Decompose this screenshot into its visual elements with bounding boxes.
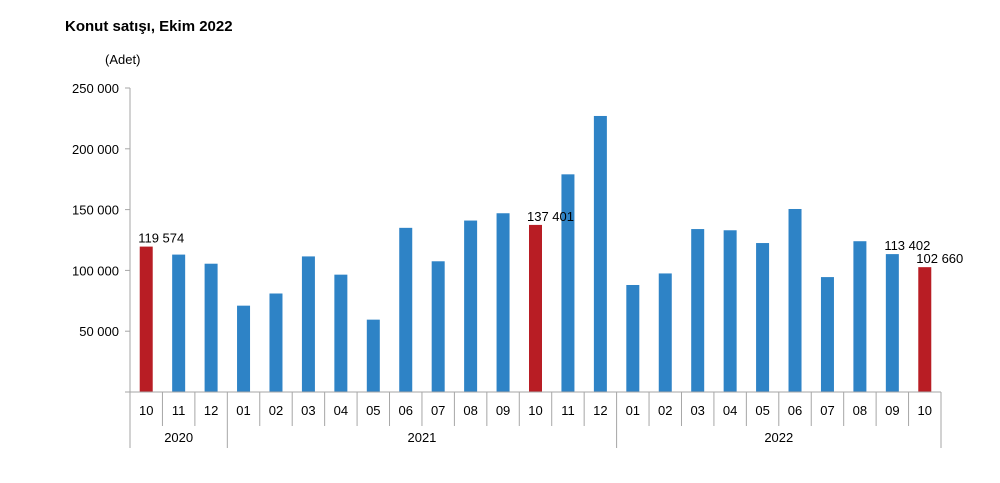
bar xyxy=(269,293,283,392)
bar xyxy=(496,213,510,392)
bars xyxy=(139,115,932,392)
x-tick-label: 06 xyxy=(788,403,802,418)
bar xyxy=(334,274,348,392)
bar xyxy=(172,254,186,392)
bar xyxy=(529,224,542,392)
bar xyxy=(431,261,445,392)
x-tick-label: 10 xyxy=(918,403,932,418)
x-tick-label: 03 xyxy=(301,403,315,418)
x-tick-label: 11 xyxy=(172,403,186,418)
bar xyxy=(820,277,834,392)
bar xyxy=(853,241,867,392)
bar xyxy=(723,230,737,392)
x-tick-label: 11 xyxy=(561,403,575,418)
bar xyxy=(593,115,607,392)
x-tick-label: 04 xyxy=(723,403,737,418)
bar xyxy=(561,174,575,392)
x-tick-label: 05 xyxy=(366,403,380,418)
bar xyxy=(691,229,705,392)
bar xyxy=(658,273,672,392)
data-label: 102 660 xyxy=(916,251,963,266)
y-tick-label: 50 000 xyxy=(79,324,119,339)
x-tick-label: 10 xyxy=(139,403,153,418)
bar xyxy=(366,319,380,392)
x-tick-label: 01 xyxy=(626,403,640,418)
y-tick-label: 250 000 xyxy=(72,81,119,96)
bar xyxy=(788,208,802,392)
bar xyxy=(626,284,640,392)
x-tick-label: 03 xyxy=(690,403,704,418)
y-tick-label: 200 000 xyxy=(72,142,119,157)
data-label: 119 574 xyxy=(138,231,184,246)
bar xyxy=(918,267,932,392)
bar xyxy=(399,227,413,392)
x-tick-label: 12 xyxy=(593,403,607,418)
x-tick-label: 01 xyxy=(236,403,250,418)
bar xyxy=(301,256,315,392)
y-tick-label: 150 000 xyxy=(72,203,119,218)
x-tick-label: 06 xyxy=(399,403,413,418)
x-tick-label: 08 xyxy=(853,403,867,418)
bar xyxy=(464,220,478,392)
x-group-label: 2021 xyxy=(407,430,436,445)
bar xyxy=(204,263,218,392)
chart-title: Konut satışı, Ekim 2022 xyxy=(65,18,233,35)
x-tick-label: 08 xyxy=(463,403,477,418)
x-tick-label: 05 xyxy=(755,403,769,418)
x-tick-label: 02 xyxy=(658,403,672,418)
x-tick-label: 02 xyxy=(269,403,283,418)
x-axis: 10 11 12 01 02 03 04 05 06 07 08 09 10 11 12 01 02 03 04 05… xyxy=(129,391,942,448)
data-label: 137 401 xyxy=(527,209,574,224)
data-label: 113 402 xyxy=(884,238,930,253)
x-tick-label: 10 xyxy=(528,403,542,418)
x-tick-label: 07 xyxy=(431,403,445,418)
x-tick-label: 07 xyxy=(820,403,834,418)
bar xyxy=(885,254,899,392)
x-tick-label: 04 xyxy=(334,403,348,418)
bar xyxy=(237,305,251,392)
y-tick-label: 100 000 xyxy=(72,263,119,278)
x-tick-label: 12 xyxy=(204,403,218,418)
bar xyxy=(756,243,770,392)
x-tick-label: 09 xyxy=(496,403,510,418)
y-axis-unit-label: (Adet) xyxy=(105,52,140,67)
bar xyxy=(139,246,153,392)
x-tick-label: 09 xyxy=(885,403,899,418)
x-group-label: 2022 xyxy=(764,430,793,445)
x-group-label: 2020 xyxy=(164,430,193,445)
y-axis: 50 000 100 000 150 000 200 000 250 000 xyxy=(72,81,131,393)
